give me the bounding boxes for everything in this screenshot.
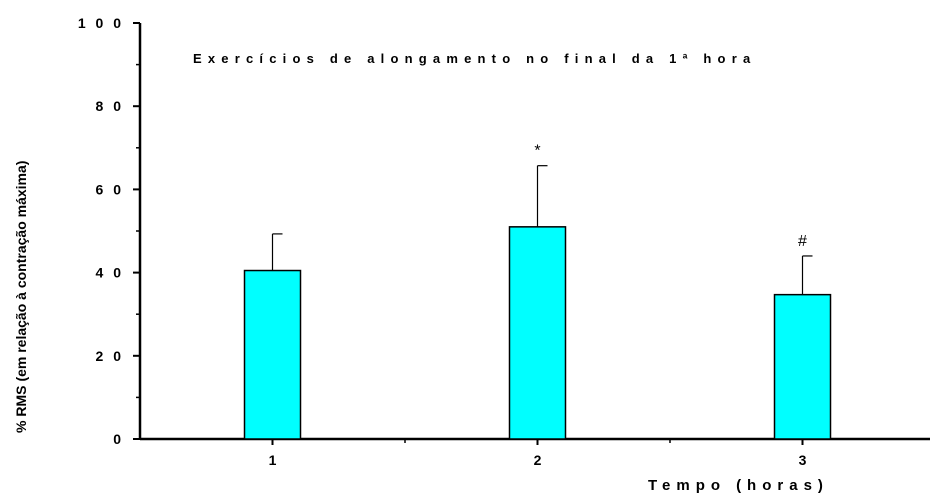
x-axis-label-rest: (horas) — [736, 477, 829, 494]
x-ticks-group: 1 2 3 — [269, 439, 807, 468]
x-axis-label-bold: Tempo — [648, 477, 726, 494]
y-tick-label: 6 0 — [96, 181, 124, 197]
bar — [508, 226, 567, 440]
y-axis-label-bold: % RMS — [13, 386, 29, 433]
y-tick-label: 8 0 — [96, 98, 124, 114]
significance-marker: * — [534, 143, 540, 160]
y-tick-label: 2 0 — [96, 348, 124, 364]
x-tick-label: 1 — [269, 452, 277, 468]
y-tick-label: 0 — [113, 431, 124, 447]
chart-title: Exercícios de alongamento no final da 1ª… — [193, 51, 756, 66]
y-axis-label-rest: (em relação à contração máxima) — [13, 161, 29, 382]
y-axis-label: % RMS (em relação à contração máxima) — [13, 161, 29, 433]
significance-marker: # — [798, 233, 807, 250]
y-tick-label: 4 0 — [96, 265, 124, 281]
bar — [243, 269, 302, 440]
y-ticks-group: 0 2 0 4 0 6 0 8 0 1 0 0 — [78, 15, 140, 447]
x-axis-label: Tempo (horas) — [648, 477, 829, 494]
y-tick-label: 1 0 0 — [78, 15, 124, 31]
x-tick-label: 2 — [534, 452, 542, 468]
bars-group: *# — [243, 143, 832, 440]
x-tick-label: 3 — [799, 452, 807, 468]
bar — [773, 293, 832, 440]
